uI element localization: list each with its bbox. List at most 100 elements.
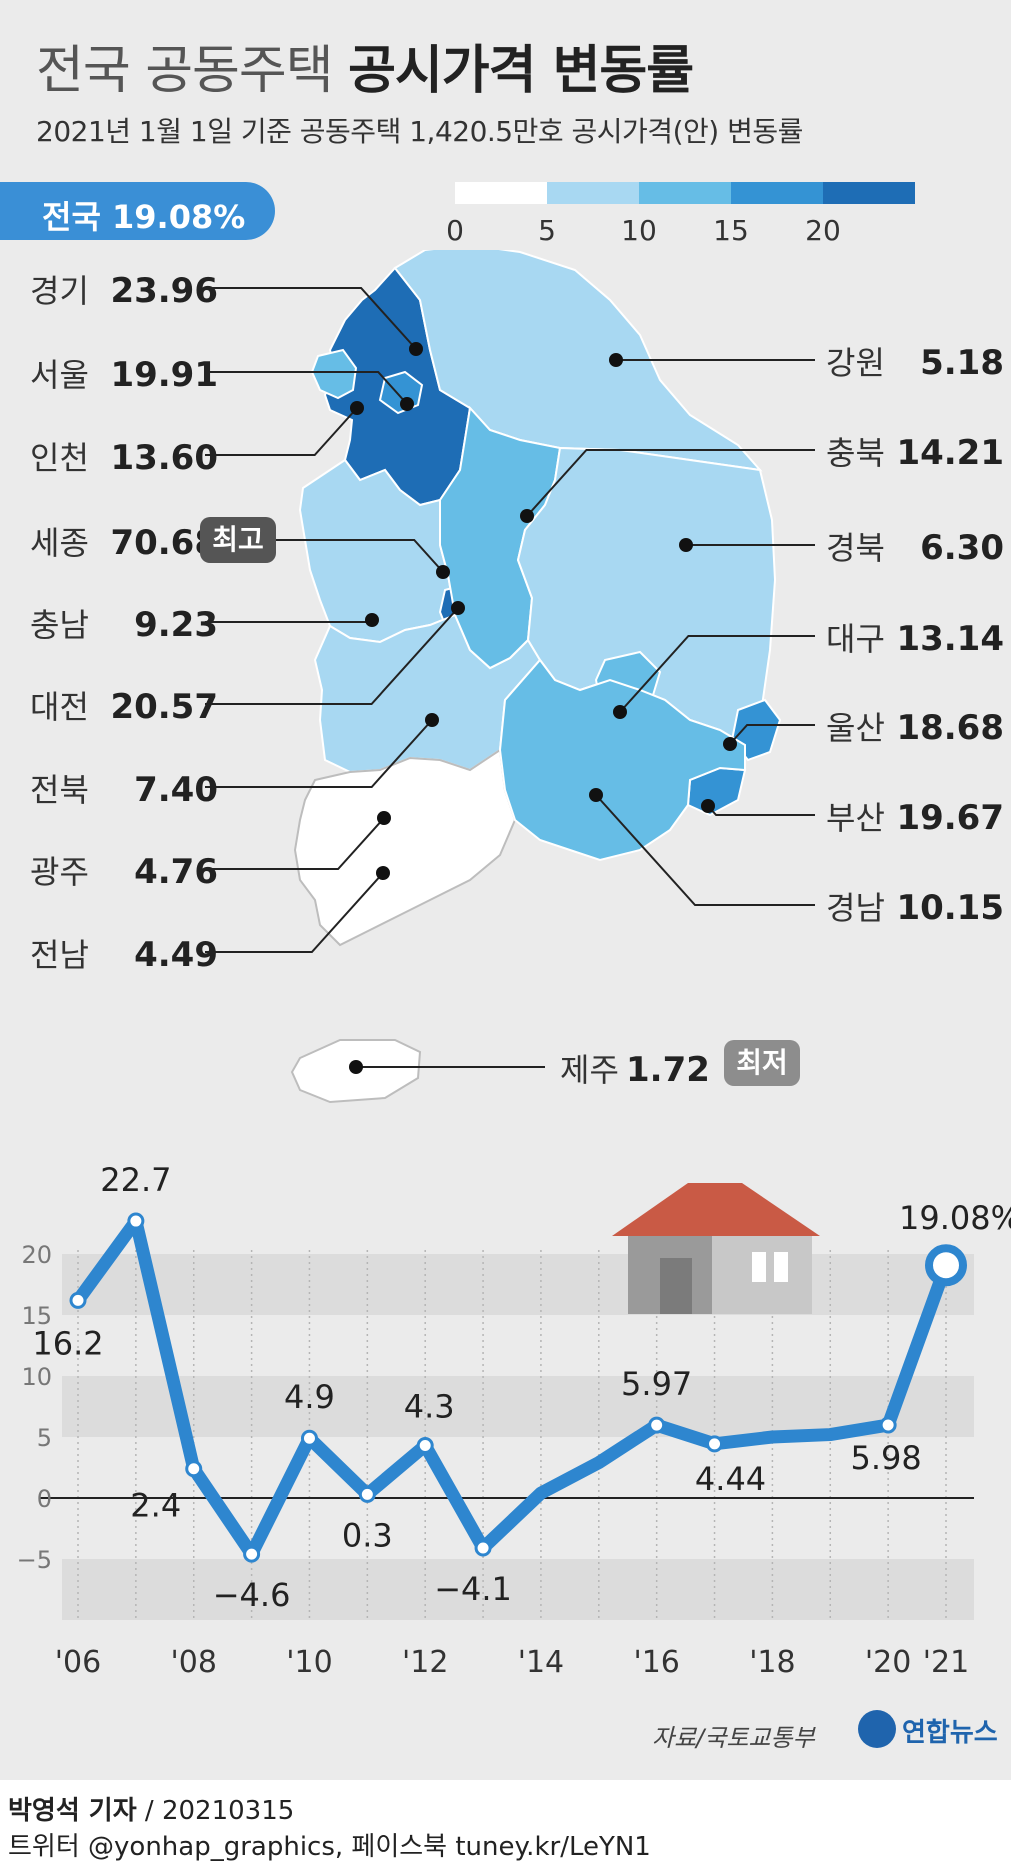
x-tick-label: '14 [518, 1645, 564, 1680]
highest-tag: 최고 [200, 517, 276, 563]
national-rate-label: 전국 19.08% [42, 198, 246, 236]
x-tick-label: '16 [633, 1645, 679, 1680]
legend-label: 0 [446, 214, 464, 247]
leader-line [205, 371, 408, 405]
legend-swatch-1 [547, 182, 639, 204]
region-label: 전북 7.40 [30, 765, 218, 811]
x-tick-label: '06 [55, 1645, 101, 1680]
region-name: 충남 [30, 606, 89, 644]
legend-label: 15 [713, 214, 749, 247]
leader-line [595, 794, 815, 906]
region-label: 대전 20.57 [30, 682, 218, 728]
region-area [293, 748, 517, 947]
x-tick-label: '12 [402, 1645, 448, 1680]
leader-line [205, 607, 459, 705]
region-value: 20.57 [110, 687, 218, 727]
region-name: 경기 [30, 272, 89, 310]
region-value: 5.18 [920, 343, 1004, 383]
region-label: 경기 23.96 [30, 266, 218, 312]
region-label: 강원 5.18 [826, 338, 1004, 384]
region-value: 13.14 [896, 619, 1004, 659]
region-area [498, 658, 746, 862]
data-point [243, 1545, 261, 1563]
region-name: 경남 [826, 889, 885, 927]
leader-line [205, 287, 417, 350]
region-name: 전북 [30, 771, 89, 809]
region-name: 전남 [30, 936, 89, 974]
region-label: 울산 18.68 [826, 703, 1004, 749]
social-links: 트위터 @yonhap_graphics, 페이스북 tuney.kr/LeYN… [8, 1832, 651, 1862]
region-name: 울산 [826, 709, 885, 747]
region-value: 18.68 [896, 708, 1004, 748]
source-note: 자료/국토교통부 [652, 1724, 815, 1752]
region-value: 1.72 [626, 1050, 710, 1090]
legend-swatch-2 [639, 182, 731, 204]
region-dot [701, 799, 715, 813]
region-dot [349, 1060, 363, 1074]
data-label: −4.6 [213, 1576, 291, 1614]
data-point [358, 1485, 376, 1503]
region-dot [613, 705, 627, 719]
data-label: −4.1 [434, 1570, 512, 1608]
region-label: 경남 10.15 [826, 883, 1004, 929]
leader-line [729, 724, 815, 745]
x-tick-label: '18 [749, 1645, 795, 1680]
region-value: 19.67 [896, 798, 1004, 838]
leader-line [205, 719, 433, 788]
data-point [127, 1212, 145, 1230]
region-name: 충북 [826, 434, 885, 472]
y-tick-label: 10 [21, 1363, 52, 1391]
region-dot [679, 538, 693, 552]
region-name: 제주 [560, 1051, 619, 1089]
region-label: 부산 19.67 [826, 793, 1004, 839]
house-illustration [612, 1183, 820, 1314]
region-dot [409, 342, 423, 356]
region-label: 충남 9.23 [30, 600, 218, 646]
leader-line [205, 817, 385, 870]
legend-label: 10 [621, 214, 657, 247]
x-tick-label: '20 [865, 1645, 911, 1680]
region-dot [609, 353, 623, 367]
x-tick-label: '21 [923, 1645, 969, 1680]
region-dot [400, 397, 414, 411]
region-dot [520, 509, 534, 523]
grid-band [62, 1559, 974, 1620]
data-label: 22.7 [100, 1161, 171, 1199]
data-point [300, 1429, 318, 1447]
leader-line [619, 635, 815, 713]
data-label: 4.9 [284, 1378, 335, 1416]
data-label: 4.44 [695, 1460, 766, 1498]
region-label: 광주 4.76 [30, 847, 218, 893]
region-label: 전남 4.49 [30, 930, 218, 976]
region-dot [436, 565, 450, 579]
yonhap-logo-text: 연합뉴스 [902, 1718, 998, 1748]
page-subtitle: 2021년 1월 1일 기준 공동주택 1,420.5만호 공시가격(안) 변동… [36, 115, 803, 148]
grid-band [62, 1254, 974, 1315]
region-value: 19.91 [110, 355, 218, 395]
region-name: 경북 [826, 529, 885, 567]
region-label: 세종 70.68 [30, 518, 218, 564]
region-name: 대전 [30, 688, 89, 726]
region-label: 경북 6.30 [826, 523, 1004, 569]
region-name: 강원 [826, 344, 885, 382]
trend-line-chart: 20 15 10 5 0 −5 '06 '08 '10 '12 '14 '16 '18 '20 '21 16… [17, 1161, 1011, 1680]
region-label: 인천 13.60 [30, 433, 218, 479]
region-dot [425, 713, 439, 727]
x-tick-label: '10 [286, 1645, 332, 1680]
region-value: 4.49 [134, 935, 218, 975]
y-tick-label: 20 [21, 1241, 52, 1269]
data-point [69, 1291, 87, 1309]
data-point [706, 1435, 724, 1453]
region-area [310, 348, 358, 400]
region-name: 대구 [826, 620, 885, 658]
yonhap-logo-icon [858, 1710, 896, 1748]
leader-line [205, 407, 358, 456]
region-label: 제주 1.72 [560, 1045, 710, 1091]
series-line [71, 1214, 953, 1561]
grid-band [62, 1376, 974, 1437]
legend-label: 5 [538, 214, 556, 247]
y-tick-label: 0 [37, 1485, 52, 1513]
x-tick-label: '08 [171, 1645, 217, 1680]
region-value: 14.21 [896, 433, 1004, 473]
region-dot [723, 737, 737, 751]
